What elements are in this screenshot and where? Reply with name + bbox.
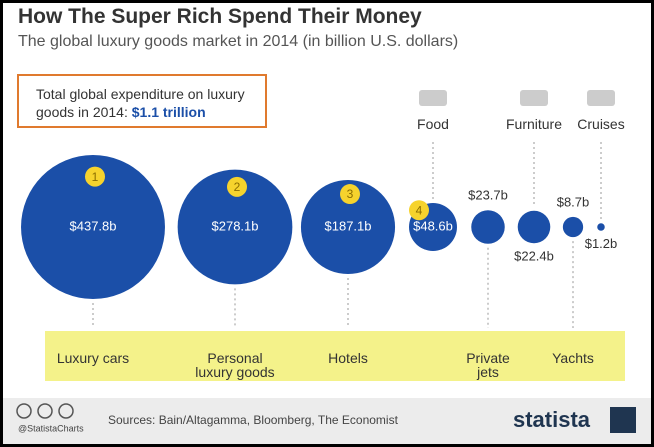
cc-icons xyxy=(16,403,74,419)
callout: Total global expenditure on luxury goods… xyxy=(36,85,261,121)
callout-box xyxy=(17,74,267,128)
bubble xyxy=(517,210,551,244)
category-label: Luxury cars xyxy=(56,350,130,366)
category-label: Cruises xyxy=(577,116,625,132)
bubble xyxy=(177,169,293,285)
label-band xyxy=(45,331,625,381)
logo-icon xyxy=(610,407,636,433)
icon xyxy=(419,90,447,106)
footer-bar xyxy=(3,398,651,444)
rank-label: 1 xyxy=(92,170,99,184)
value-label: $437.8b xyxy=(70,218,117,233)
bubble xyxy=(562,216,584,238)
category-label: Yachts xyxy=(552,350,594,366)
value-label: $1.2b xyxy=(585,236,618,251)
value-label: $22.4b xyxy=(514,249,554,264)
chart-subtitle: The global luxury goods market in 2014 (… xyxy=(18,33,459,50)
rank-badge xyxy=(340,184,360,205)
callout-value: $1.1 trillion xyxy=(131,104,206,120)
value-label: $23.7b xyxy=(468,188,508,203)
callout-text: Total global expenditure on luxury goods… xyxy=(36,86,245,120)
value-label: $187.1b xyxy=(325,218,372,233)
category-label: Private jets xyxy=(466,350,510,380)
bubble xyxy=(597,223,605,231)
bubble xyxy=(300,179,396,275)
handle: @StatistaCharts xyxy=(18,423,84,433)
rank-badge xyxy=(227,176,247,197)
rank-label: 2 xyxy=(234,180,241,194)
value-label: $48.6b xyxy=(413,218,453,233)
bubble xyxy=(21,155,165,299)
rank-badge xyxy=(409,200,429,221)
bubble xyxy=(471,210,505,244)
category-label: Food xyxy=(417,116,449,132)
rank-label: 4 xyxy=(416,203,423,217)
value-label: $8.7b xyxy=(557,194,590,209)
source: Sources: Bain/Altagamma, Bloomberg, The … xyxy=(108,413,399,427)
chart-title: How The Super Rich Spend Their Money xyxy=(18,5,422,28)
value-label: $278.1b xyxy=(212,218,259,233)
category-label: Hotels xyxy=(328,350,368,366)
category-label: Furniture xyxy=(505,116,563,132)
icon xyxy=(520,90,548,106)
category-label: Personal luxury goods xyxy=(195,350,275,380)
rank-label: 3 xyxy=(347,187,354,201)
icon xyxy=(587,90,615,106)
brand: statista xyxy=(513,407,591,432)
rank-badge xyxy=(85,166,105,187)
